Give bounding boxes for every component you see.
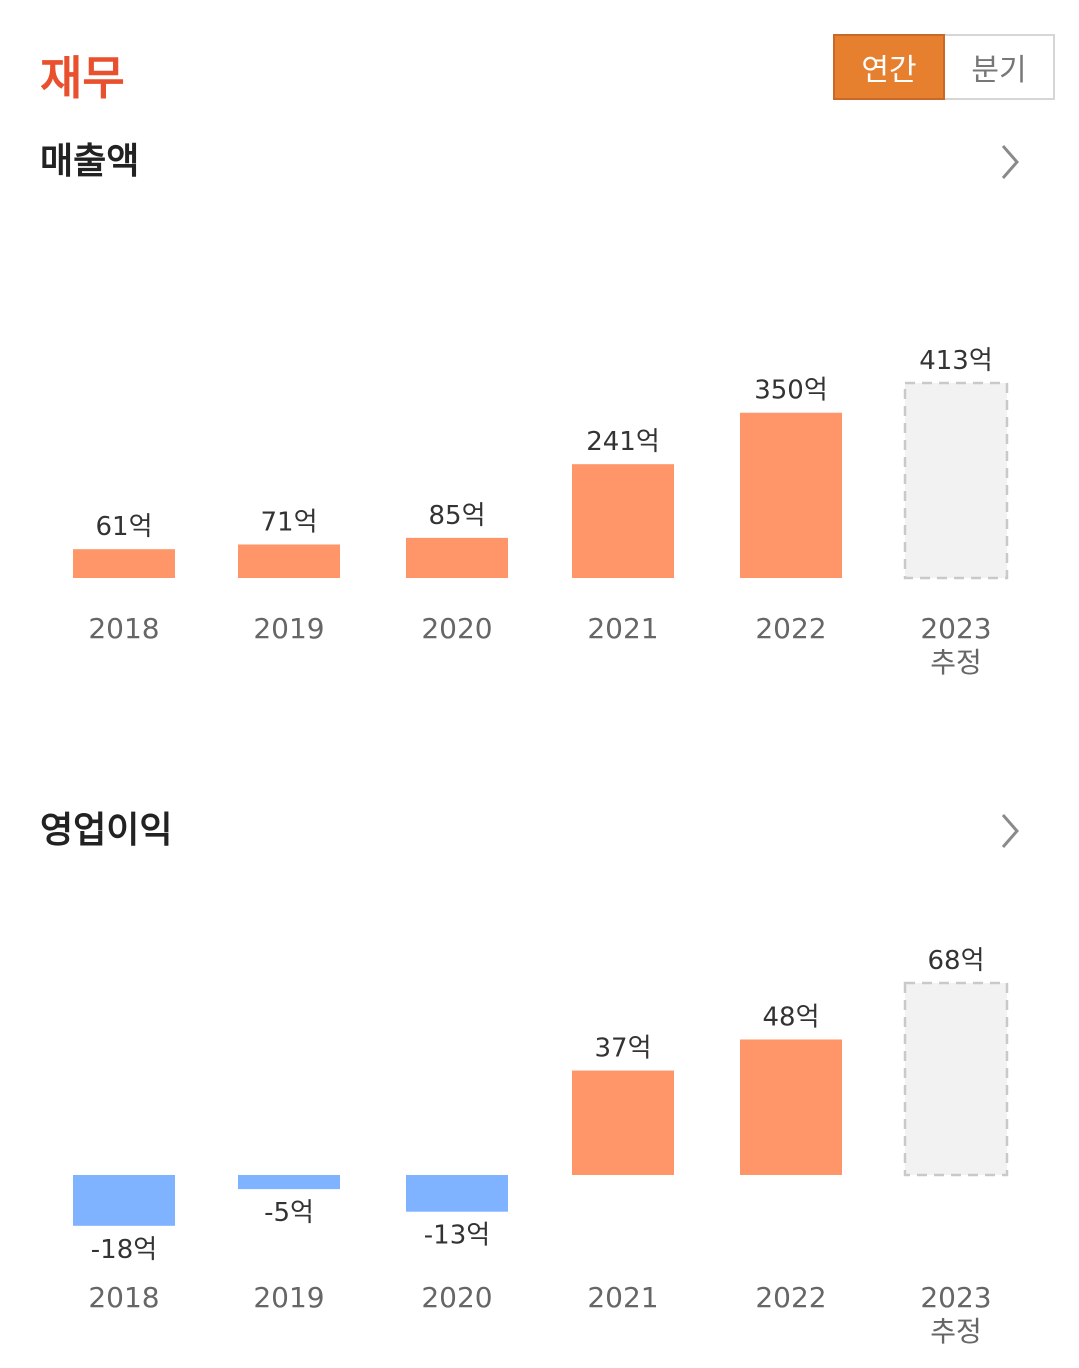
category-label: 2023: [920, 1281, 991, 1314]
value-label: -5억: [264, 1198, 314, 1228]
bar: [406, 1175, 508, 1212]
bar: [238, 544, 340, 578]
quarterly-tab[interactable]: 분기: [945, 34, 1055, 100]
category-note: 추정: [930, 646, 982, 679]
value-label: 350억: [754, 376, 828, 406]
value-label: 71억: [260, 507, 317, 537]
value-label: 61억: [95, 512, 152, 542]
annual-tab[interactable]: 연간: [833, 34, 945, 100]
value-label: 68억: [927, 946, 984, 976]
bar: [740, 412, 842, 578]
value-label: 241억: [586, 427, 660, 457]
category-label: 2020: [421, 1281, 492, 1314]
revenue-chart: 61억 2018 71억 2019 85억 2020 241억 2021 350억 2022 413…: [73, 346, 1009, 679]
estimate-bar: [903, 381, 1009, 580]
category-label: 2021: [587, 1281, 658, 1314]
revenue-section-title: 매출액: [40, 141, 140, 182]
category-label: 2021: [587, 612, 658, 645]
category-label: 2018: [88, 612, 159, 645]
bar: [572, 464, 674, 578]
bar: [572, 1070, 674, 1175]
value-label: 37억: [594, 1034, 651, 1064]
chevron-right-icon[interactable]: [994, 140, 1028, 184]
value-label: -13억: [424, 1221, 490, 1251]
category-label: 2018: [88, 1281, 159, 1314]
category-label: 2022: [755, 612, 826, 645]
operating-profit-chart: -18억 2018 -5억 2019 -13억 2020 37억 2021 48억 2022 68억…: [73, 946, 1009, 1348]
bar: [406, 537, 508, 578]
category-label: 2020: [421, 612, 492, 645]
bar: [740, 1039, 842, 1175]
category-label: 2019: [253, 1281, 324, 1314]
period-toggle: 연간 분기: [833, 34, 1055, 100]
category-label: 2019: [253, 612, 324, 645]
value-label: 413억: [919, 346, 993, 376]
estimate-bar: [903, 981, 1009, 1177]
operating-profit-section-title: 영업이익: [40, 810, 173, 851]
bar: [238, 1175, 340, 1190]
chevron-right-icon[interactable]: [994, 809, 1028, 853]
bar: [73, 549, 175, 578]
category-label: 2022: [755, 1281, 826, 1314]
bar: [73, 1175, 175, 1226]
category-note: 추정: [930, 1315, 982, 1348]
page-title: 재무: [40, 51, 125, 105]
value-label: 48억: [762, 1002, 819, 1032]
value-label: 85억: [428, 501, 485, 531]
category-label: 2023: [920, 612, 991, 645]
value-label: -18억: [91, 1235, 157, 1265]
